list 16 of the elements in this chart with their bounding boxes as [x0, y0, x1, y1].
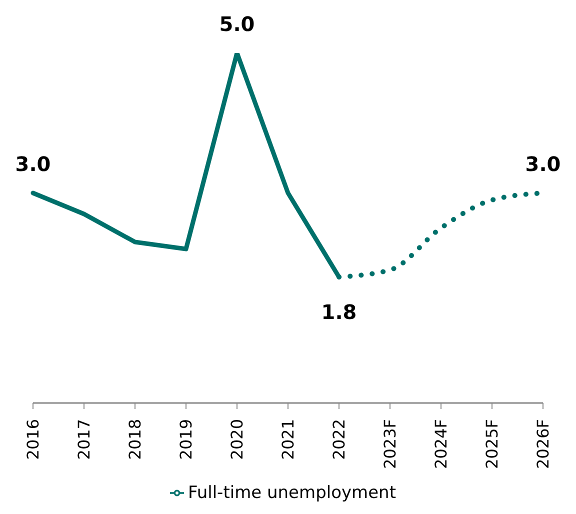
x-tick-label: 2016	[24, 419, 42, 460]
x-tick-label: 2025F	[482, 419, 502, 469]
legend-label: Full-time unemployment	[188, 483, 396, 503]
data-label: 1.8	[321, 300, 357, 324]
x-tick-label: 2022	[330, 419, 348, 460]
x-tick-label: 2024F	[432, 419, 450, 469]
x-tick-label: 2020	[228, 419, 246, 460]
x-tick-label: 2019	[176, 419, 196, 460]
data-label: 5.0	[219, 12, 255, 36]
data-label: 3.0	[525, 152, 561, 176]
x-tick-label: 2017	[74, 419, 94, 460]
data-label: 3.0	[15, 152, 51, 176]
x-tick-label: 2023F	[380, 419, 400, 469]
x-tick-label: 2021	[278, 419, 298, 460]
x-tick-label: 2018	[126, 419, 144, 460]
x-tick-label: 2026F	[534, 419, 552, 469]
